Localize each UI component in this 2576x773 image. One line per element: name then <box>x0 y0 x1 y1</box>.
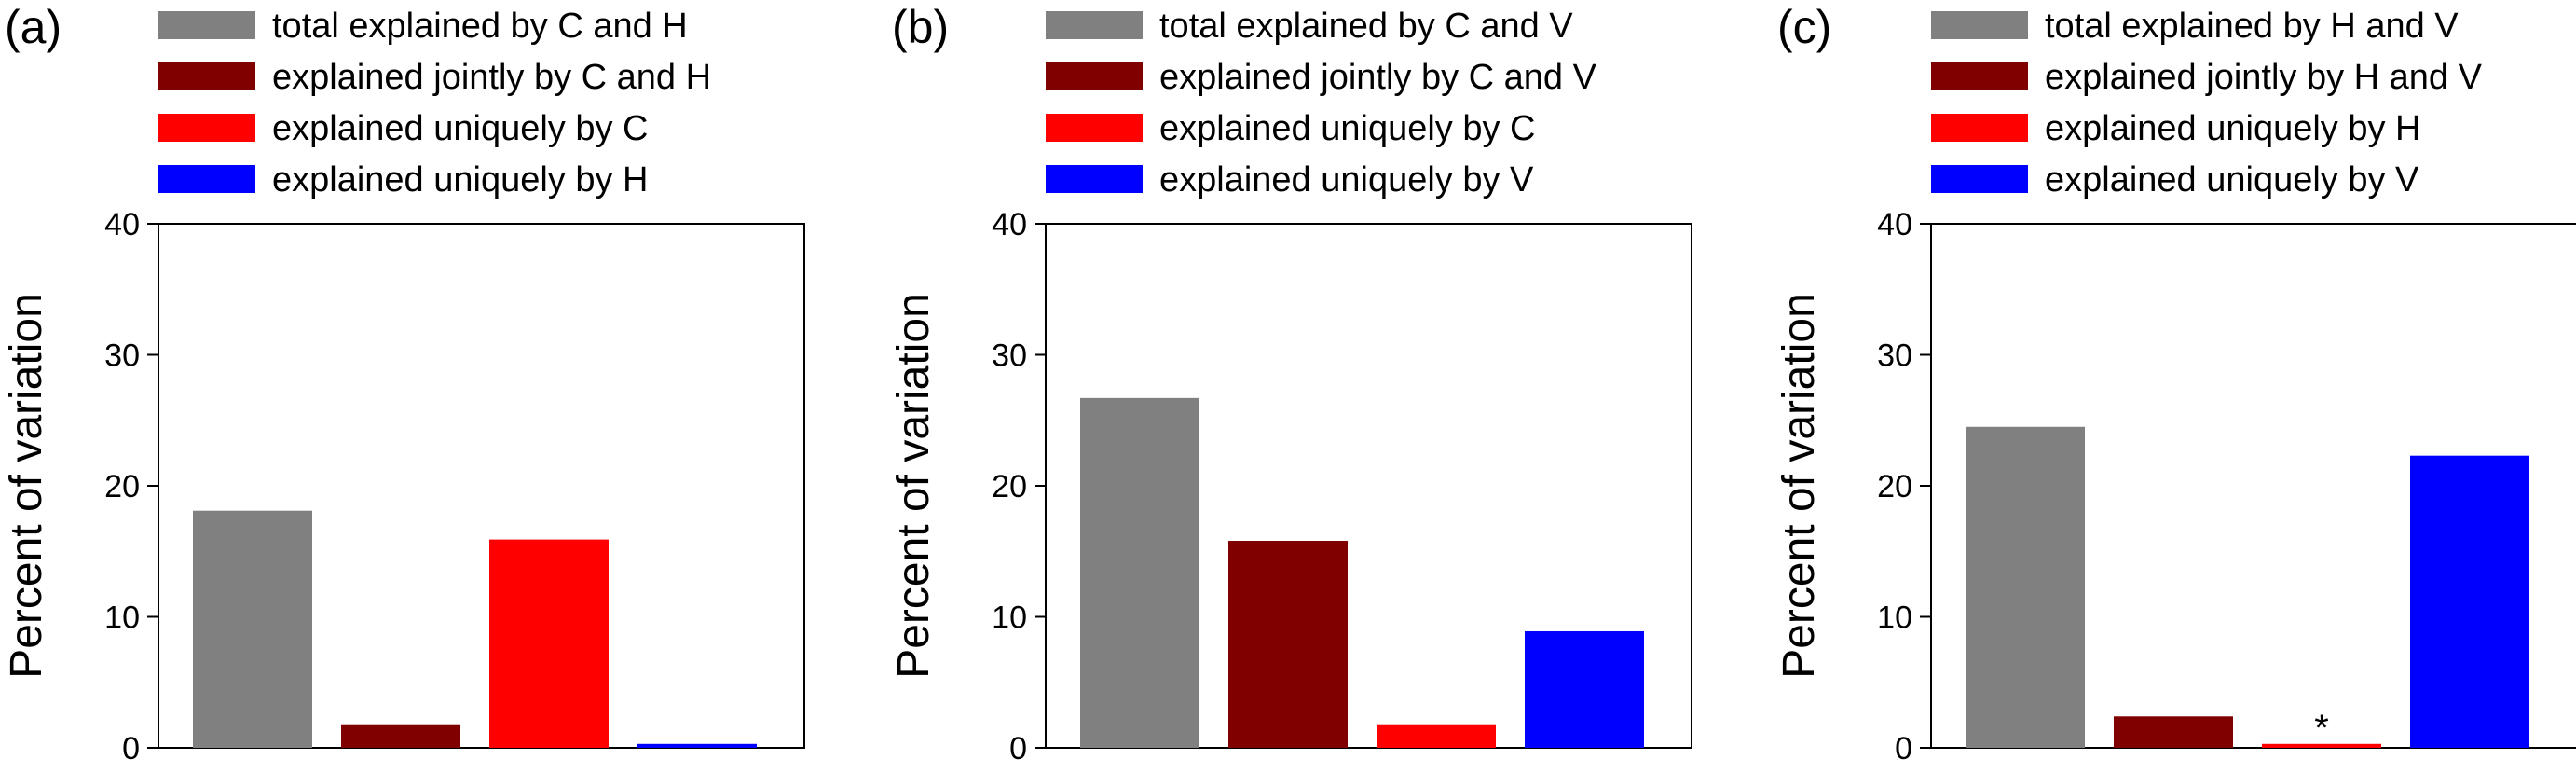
y-axis-title: Percent of variation <box>889 293 939 679</box>
legend-swatch <box>158 62 255 90</box>
bar <box>1525 630 1644 748</box>
y-tick-label: 30 <box>1877 338 1912 374</box>
bar <box>341 724 460 748</box>
y-tick-label: 0 <box>1895 731 1912 766</box>
y-tick-label: 10 <box>992 600 1027 636</box>
y-tick-label: 40 <box>104 207 140 242</box>
legend-label: explained uniquely by H <box>272 160 649 200</box>
panel-label: (b) <box>892 1 949 53</box>
legend-swatch <box>1046 165 1143 193</box>
y-tick-label: 20 <box>992 469 1027 504</box>
bar <box>2262 743 2381 748</box>
y-tick-label: 40 <box>992 207 1027 242</box>
bar <box>637 743 757 748</box>
bar <box>2410 455 2529 748</box>
legend-swatch <box>1046 11 1143 39</box>
legend-label: explained jointly by C and V <box>1159 58 1597 97</box>
y-axis-title: Percent of variation <box>2 293 51 679</box>
legend-label: explained uniquely by V <box>2045 160 2419 200</box>
y-tick-label: 10 <box>1877 600 1912 636</box>
bar <box>1377 724 1496 748</box>
legend-label: total explained by C and V <box>1159 7 1573 46</box>
legend-swatch <box>1931 11 2028 39</box>
bar <box>489 539 609 748</box>
chart-panel-2: (b) total explained by C and V explained j… <box>889 1 1692 766</box>
bar <box>1966 426 2085 748</box>
y-axis-title: Percent of variation <box>1774 293 1824 679</box>
legend-label: explained uniquely by C <box>1159 109 1536 148</box>
y-tick-label: 30 <box>992 338 1027 374</box>
legend-swatch <box>1931 165 2028 193</box>
bar <box>1228 541 1348 748</box>
legend-label: total explained by H and V <box>2045 7 2459 46</box>
y-tick-label: 0 <box>122 731 140 766</box>
panel-label: (a) <box>5 1 62 53</box>
y-tick-label: 10 <box>104 600 140 636</box>
y-tick-label: 40 <box>1877 207 1912 242</box>
y-tick-label: 20 <box>104 469 140 504</box>
legend-label: explained jointly by C and H <box>272 58 711 97</box>
y-tick-label: 20 <box>1877 469 1912 504</box>
chart-panel-3: (c) total explained by H and V explained j… <box>1774 1 2576 766</box>
legend-swatch <box>158 165 255 193</box>
legend-swatch <box>158 11 255 39</box>
legend-swatch <box>1046 62 1143 90</box>
chart-panel-1: (a) total explained by C and H explained j… <box>2 1 805 766</box>
bar <box>1080 397 1199 748</box>
y-tick-label: 0 <box>1009 731 1027 766</box>
legend-swatch <box>1931 62 2028 90</box>
bar <box>2114 716 2233 748</box>
y-tick-label: 30 <box>104 338 140 374</box>
legend-swatch <box>1046 114 1143 142</box>
panel-label: (c) <box>1777 1 1831 53</box>
bar <box>193 510 312 748</box>
legend-swatch <box>158 114 255 142</box>
legend-label: explained uniquely by H <box>2045 109 2421 148</box>
bar-annotation: * <box>2314 708 2329 749</box>
legend-swatch <box>1931 114 2028 142</box>
legend-label: explained uniquely by V <box>1159 160 1534 200</box>
legend-label: explained uniquely by C <box>272 109 649 148</box>
legend-label: total explained by C and H <box>272 7 688 46</box>
legend-label: explained jointly by H and V <box>2045 58 2483 97</box>
